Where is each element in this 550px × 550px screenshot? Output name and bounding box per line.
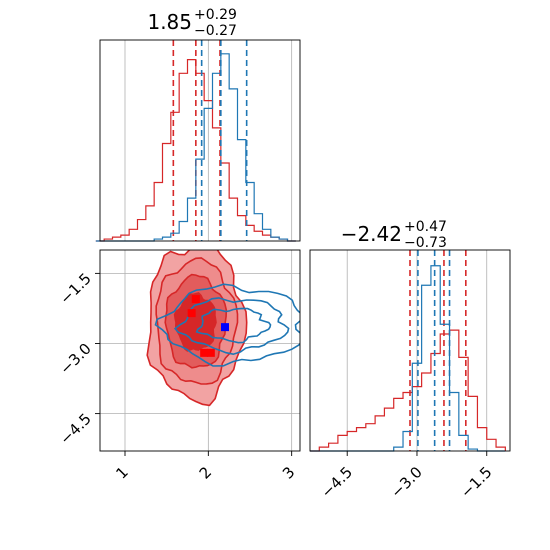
title-minus-error: −0.27 [194,23,237,39]
title-plus-error: +0.47 [404,219,447,235]
x-tick-label-p1: −3.0 [387,463,425,501]
x-tick-label-p1: −4.5 [318,463,356,501]
panel-frame-hist-p0 [99,39,301,242]
title-plus-error: +0.29 [194,7,237,23]
panel-title-p1: −2.42 +0.47−0.73 [341,219,447,251]
x-tick-label-p0: 1 [112,463,131,482]
histogram-p1-red [310,329,506,452]
x-tick-label-p0: 3 [279,463,298,482]
sample-marker-red [191,295,200,304]
title-value: −2.42 [341,222,402,246]
x-tick-label-p1: −1.5 [457,463,495,501]
title-value: 1.85 [147,10,192,34]
sample-marker-red [206,348,215,357]
panel-title-p0: 1.85 +0.29−0.27 [147,7,236,39]
panel-frame-hist-p1 [309,249,511,452]
contour-blue [173,297,290,356]
contour-blue [195,307,272,344]
y-tick-label-p1: −4.5 [56,410,94,448]
histogram-p0-red [95,59,296,242]
contour-blue [154,283,300,367]
sample-marker-blue [221,323,229,332]
y-tick-label-p1: −3.0 [56,340,94,378]
panel-frame-2d [99,249,301,452]
contour-red [173,292,217,352]
sample-marker-red [200,348,209,357]
title-minus-error: −0.73 [404,235,447,251]
y-tick-label-p1: −1.5 [56,269,94,307]
sample-marker-red [187,309,196,318]
x-tick-label-p0: 2 [196,463,215,482]
histogram-p1-blue [310,265,506,452]
